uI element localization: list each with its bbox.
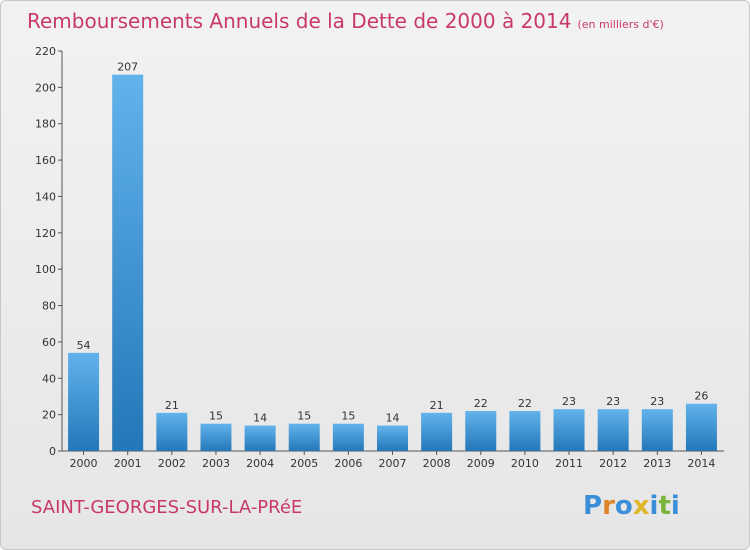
y-tick-label: 120 bbox=[35, 227, 56, 240]
bar-value-label: 54 bbox=[77, 339, 91, 352]
logo-letter: r bbox=[602, 491, 615, 521]
bar bbox=[68, 352, 100, 451]
bar-value-label: 22 bbox=[518, 397, 532, 410]
y-tick-label: 100 bbox=[35, 263, 56, 276]
proxiti-logo: Proxiti bbox=[583, 491, 680, 521]
x-tick-label: 2005 bbox=[290, 457, 318, 470]
logo-letter: i bbox=[649, 491, 659, 521]
bar bbox=[156, 412, 188, 451]
bar bbox=[200, 423, 232, 451]
chart-title: Remboursements Annuels de la Dette de 20… bbox=[27, 9, 664, 33]
x-tick-label: 2003 bbox=[202, 457, 230, 470]
x-tick-label: 2002 bbox=[158, 457, 186, 470]
bar bbox=[377, 425, 408, 451]
bar-value-label: 15 bbox=[341, 410, 355, 423]
y-tick-label: 140 bbox=[35, 190, 56, 203]
town-name: SAINT-GEORGES-SUR-LA-PRéE bbox=[31, 497, 303, 518]
bar-value-label: 14 bbox=[253, 412, 267, 425]
bar bbox=[465, 411, 497, 451]
bar-value-label: 23 bbox=[606, 395, 620, 408]
x-tick-label: 2008 bbox=[423, 457, 451, 470]
x-tick-label: 2009 bbox=[467, 457, 495, 470]
bar-value-label: 21 bbox=[165, 399, 179, 412]
y-tick-label: 0 bbox=[49, 445, 56, 458]
bar bbox=[597, 409, 629, 451]
bar bbox=[244, 425, 276, 451]
bar-value-label: 26 bbox=[694, 390, 708, 403]
bar bbox=[288, 423, 320, 451]
y-tick-label: 160 bbox=[35, 154, 56, 167]
x-tick-label: 2004 bbox=[246, 457, 274, 470]
x-tick-label: 2006 bbox=[334, 457, 362, 470]
chart-title-unit: (en milliers d'€) bbox=[577, 18, 664, 31]
bar bbox=[421, 412, 453, 451]
bar-value-label: 207 bbox=[117, 61, 138, 74]
bar bbox=[509, 411, 541, 451]
x-tick-label: 2010 bbox=[511, 457, 539, 470]
y-tick-label: 180 bbox=[35, 118, 56, 131]
bar-value-label: 23 bbox=[650, 395, 664, 408]
bar-value-label: 23 bbox=[562, 395, 576, 408]
x-tick-label: 2007 bbox=[379, 457, 407, 470]
bar-value-label: 15 bbox=[209, 410, 223, 423]
x-tick-label: 2011 bbox=[555, 457, 583, 470]
logo-letter: t bbox=[658, 491, 671, 521]
bar-value-label: 22 bbox=[474, 397, 488, 410]
bar bbox=[332, 423, 364, 451]
logo-letter: P bbox=[583, 491, 603, 521]
y-tick-label: 220 bbox=[35, 45, 56, 58]
logo-letter: o bbox=[614, 491, 633, 521]
bar bbox=[553, 409, 585, 451]
bar bbox=[112, 74, 144, 452]
y-tick-label: 80 bbox=[42, 300, 56, 313]
y-tick-label: 20 bbox=[42, 409, 56, 422]
logo-letter: i bbox=[670, 491, 680, 521]
x-tick-label: 2013 bbox=[643, 457, 671, 470]
y-tick-label: 40 bbox=[42, 372, 56, 385]
bar-value-label: 15 bbox=[297, 410, 311, 423]
x-tick-label: 2000 bbox=[70, 457, 98, 470]
bar-value-label: 21 bbox=[430, 399, 444, 412]
x-tick-label: 2014 bbox=[687, 457, 715, 470]
logo-letter: x bbox=[632, 491, 650, 521]
bar bbox=[685, 403, 717, 451]
bar-value-label: 14 bbox=[386, 412, 400, 425]
chart-title-text: Remboursements Annuels de la Dette de 20… bbox=[27, 9, 572, 33]
y-tick-label: 60 bbox=[42, 336, 56, 349]
x-tick-label: 2012 bbox=[599, 457, 627, 470]
bar bbox=[641, 409, 673, 451]
x-tick-label: 2001 bbox=[114, 457, 142, 470]
y-tick-label: 200 bbox=[35, 81, 56, 94]
